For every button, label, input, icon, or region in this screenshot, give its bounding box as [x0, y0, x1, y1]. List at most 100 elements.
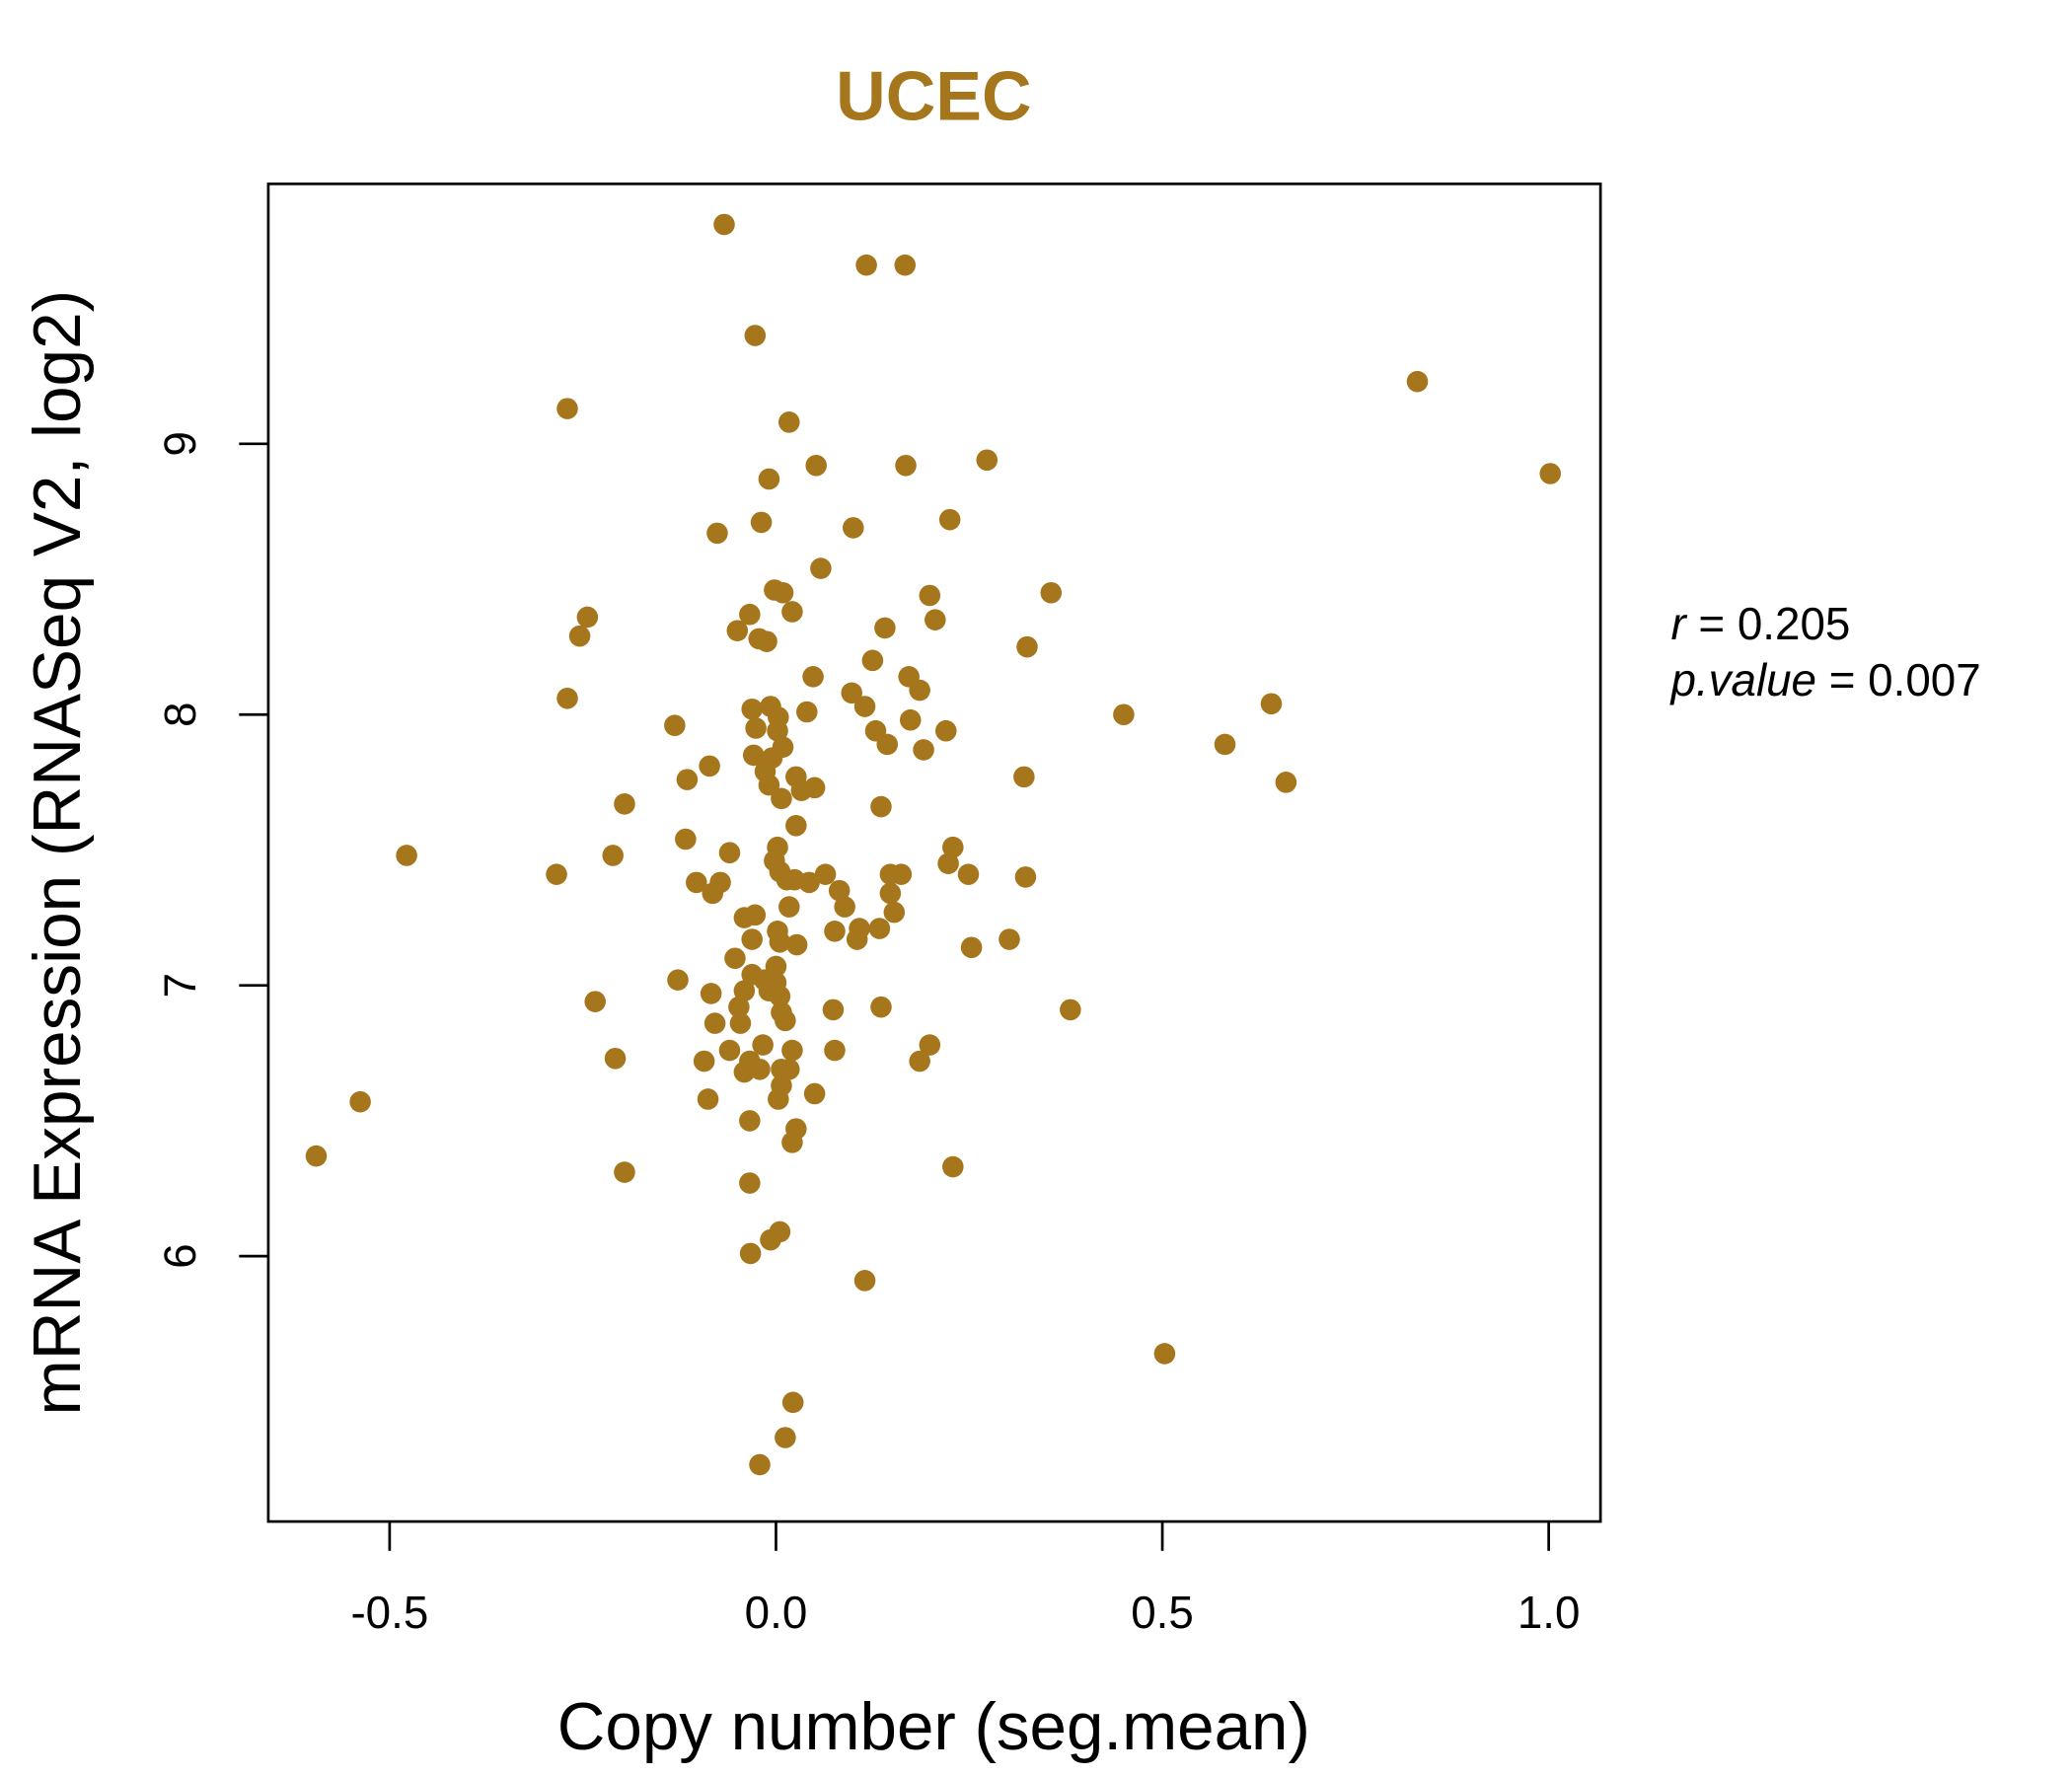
data-point	[870, 795, 892, 818]
stat-r-value: 0.205	[1738, 599, 1851, 649]
data-point	[728, 996, 750, 1018]
data-point	[713, 213, 735, 236]
data-point	[744, 904, 767, 926]
data-point	[785, 933, 808, 956]
data-point	[919, 584, 941, 607]
data-point	[675, 828, 697, 851]
data-point	[700, 983, 722, 1004]
chart-title: UCEC	[836, 57, 1031, 134]
data-point	[769, 930, 791, 953]
data-point	[785, 814, 807, 837]
data-point	[706, 522, 728, 545]
data-point	[568, 625, 591, 647]
data-point	[938, 508, 961, 531]
y-axis-label: mRNA Expression (RNASeq V2, log2)	[21, 290, 95, 1416]
data-point	[937, 852, 959, 874]
data-point	[614, 793, 635, 815]
data-point	[584, 991, 606, 1012]
data-point	[775, 1009, 796, 1032]
data-point	[925, 609, 946, 630]
data-point	[724, 947, 746, 970]
data-point	[879, 882, 902, 905]
data-point	[861, 649, 884, 672]
data-point	[899, 708, 922, 731]
data-point	[396, 845, 417, 866]
data-point	[828, 879, 851, 902]
data-point	[942, 836, 964, 858]
data-point	[1113, 703, 1135, 726]
y-tick-label: 9	[155, 431, 205, 457]
data-point	[739, 1242, 762, 1265]
data-point	[602, 845, 624, 866]
data-point	[697, 1088, 719, 1110]
data-point	[853, 1270, 876, 1292]
data-point	[960, 936, 983, 959]
data-point	[614, 1161, 635, 1183]
data-point	[726, 620, 749, 641]
y-tick-label: 8	[155, 702, 205, 727]
stat-r: r = 0.205	[1670, 599, 1850, 649]
data-point	[934, 719, 957, 742]
data-point	[745, 717, 767, 739]
x-tick-label: 1.0	[1517, 1588, 1581, 1638]
data-point	[909, 1050, 930, 1073]
data-point	[702, 882, 724, 905]
data-point	[890, 863, 913, 885]
y-tick-label: 7	[155, 973, 205, 999]
data-point	[305, 1145, 328, 1167]
stat-p: p.value = 0.007	[1668, 655, 1980, 705]
x-tick-label: -0.5	[350, 1588, 428, 1638]
data-point	[699, 755, 720, 777]
data-point	[894, 254, 917, 276]
data-point	[771, 787, 792, 810]
data-point	[741, 698, 763, 720]
data-point	[758, 468, 780, 490]
data-point	[749, 1058, 771, 1080]
data-point	[750, 511, 773, 534]
data-point	[1040, 581, 1063, 604]
data-point	[742, 744, 765, 767]
data-point	[976, 449, 999, 472]
data-point	[576, 606, 599, 629]
data-point	[796, 701, 818, 723]
data-point	[729, 1012, 752, 1034]
data-point	[1406, 370, 1429, 393]
data-point	[846, 928, 868, 950]
x-axis: -0.5 0.0 0.5 1.0	[350, 1521, 1580, 1638]
data-point	[1275, 772, 1297, 793]
data-point	[942, 1155, 964, 1178]
data-point	[1014, 866, 1037, 888]
data-point	[739, 603, 761, 626]
data-point	[604, 1047, 627, 1070]
y-axis: 6 7 8 9	[155, 431, 268, 1269]
data-point	[767, 719, 788, 742]
data-point	[556, 687, 578, 709]
data-point	[752, 1034, 774, 1056]
data-point	[778, 1058, 800, 1080]
data-point	[855, 254, 877, 276]
data-point	[778, 411, 800, 433]
data-point	[1214, 733, 1236, 756]
data-point	[556, 398, 578, 419]
data-point	[798, 871, 820, 894]
data-point	[718, 842, 741, 864]
data-point	[803, 1082, 826, 1105]
data-point	[693, 1050, 715, 1073]
data-point	[739, 1110, 761, 1132]
data-point	[802, 666, 824, 688]
data-point	[822, 999, 845, 1021]
data-point	[883, 901, 906, 924]
data-point	[824, 921, 846, 942]
data-point	[758, 774, 780, 796]
data-point	[760, 1228, 781, 1251]
stat-p-label: p.value	[1668, 655, 1816, 705]
data-point	[546, 863, 567, 885]
data-point	[913, 739, 934, 761]
data-point	[778, 896, 800, 918]
data-point	[781, 1391, 804, 1414]
data-point	[749, 1453, 771, 1476]
data-point	[686, 871, 707, 894]
data-point	[870, 996, 892, 1018]
data-point	[676, 769, 699, 790]
stat-p-value: 0.007	[1868, 655, 1981, 705]
